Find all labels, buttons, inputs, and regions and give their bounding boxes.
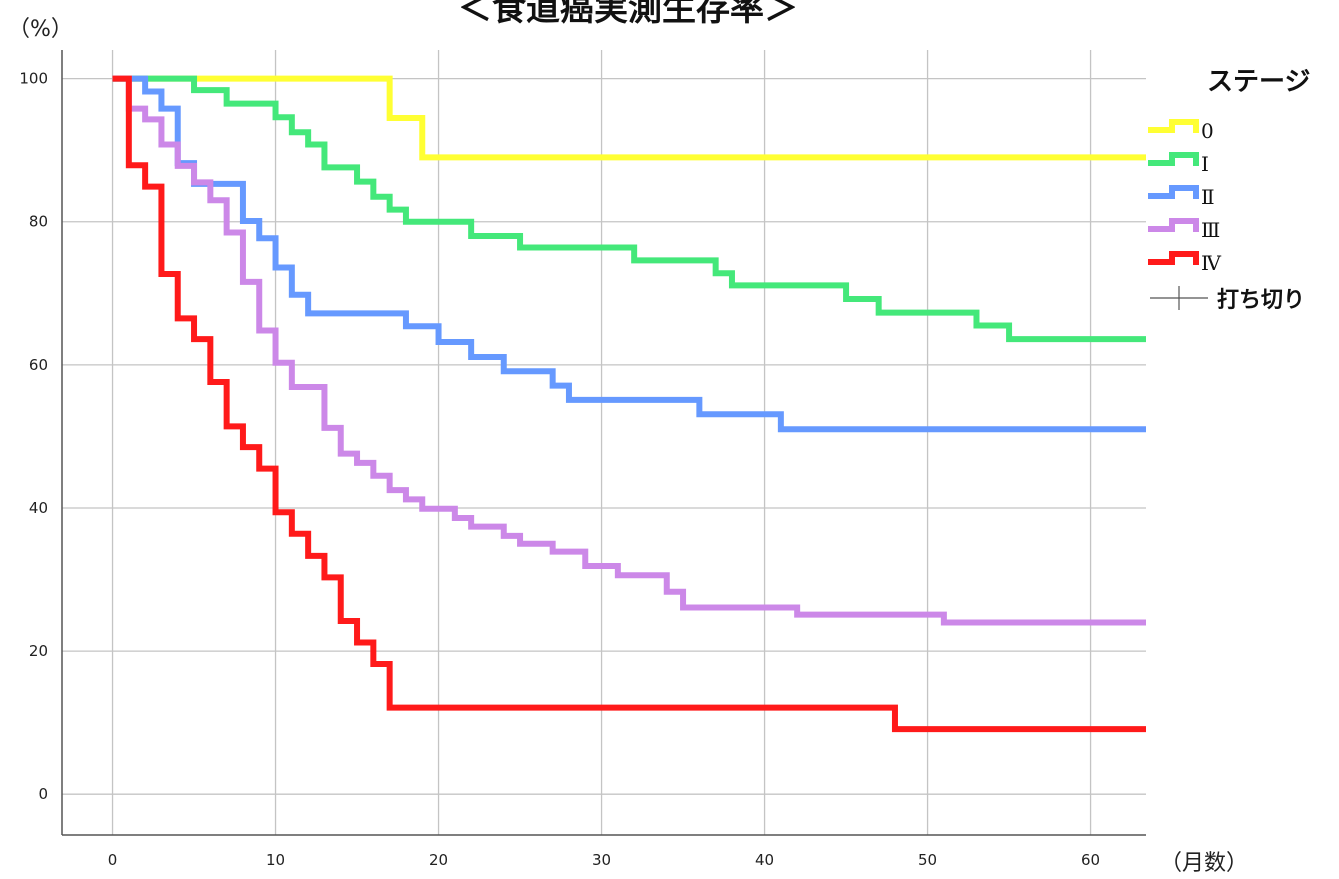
legend-title: ステージ: [1207, 67, 1310, 97]
series-line-stage-3: [112, 75, 1146, 626]
legend-label: Ⅳ: [1201, 251, 1222, 275]
series-line-stage-4: [112, 75, 1146, 733]
y-tick-label: 60: [29, 356, 48, 374]
y-tick-label: 20: [29, 642, 48, 660]
legend-items: 0 Ⅰ Ⅱ Ⅲ Ⅳ: [1148, 119, 1222, 275]
legend-censor-label: 打ち切り: [1217, 288, 1305, 313]
legend-swatch-icon: [1148, 119, 1199, 133]
chart-title: ＜食道癌実測生存率＞: [458, 0, 798, 29]
y-tick-label: 80: [29, 213, 48, 231]
x-tick-label: 20: [429, 851, 448, 869]
legend-swatch-icon: [1148, 251, 1199, 265]
x-tick-label: 30: [592, 851, 611, 869]
legend-swatch-icon: [1148, 152, 1199, 166]
x-tick-label: 40: [755, 851, 774, 869]
series-line-stage-2: [112, 75, 1146, 433]
legend-label: Ⅰ: [1201, 152, 1209, 176]
x-tick-label: 0: [108, 851, 118, 869]
y-tick-label: 40: [29, 499, 48, 517]
legend-censor-entry: 打ち切り: [1150, 286, 1305, 313]
legend-entry-stage-1: Ⅰ: [1148, 152, 1209, 176]
x-tick-label: 60: [1081, 851, 1100, 869]
y-tick-label: 100: [19, 70, 48, 88]
x-tick-label: 50: [918, 851, 937, 869]
x-tick-label: 10: [266, 851, 285, 869]
legend-entry-stage-3: Ⅲ: [1148, 218, 1220, 242]
legend-entry-stage-0: 0: [1148, 119, 1214, 143]
legend-swatch-icon: [1148, 218, 1199, 232]
legend-label: Ⅱ: [1201, 185, 1215, 209]
legend-swatch-icon: [1148, 185, 1199, 199]
gridlines: [62, 50, 1146, 835]
series-line-stage-0: [112, 75, 1146, 161]
legend-label: Ⅲ: [1201, 218, 1220, 242]
x-axis-label: （月数）: [1160, 851, 1248, 876]
legend-entry-stage-2: Ⅱ: [1148, 185, 1215, 209]
survival-curves: [112, 75, 1146, 733]
legend-entry-stage-4: Ⅳ: [1148, 251, 1222, 275]
y-axis-label: （%）: [8, 17, 73, 42]
y-tick-label: 0: [38, 785, 48, 803]
legend-label: 0: [1201, 119, 1214, 143]
axes: [61, 50, 1146, 836]
tick-labels: 0 10 20 30 40 50 60 0 20 40 60 80 100: [19, 70, 1100, 869]
series-line-stage-1: [112, 75, 1146, 343]
legend: ステージ 0 Ⅰ Ⅱ Ⅲ Ⅳ 打ち切り: [1148, 67, 1310, 313]
